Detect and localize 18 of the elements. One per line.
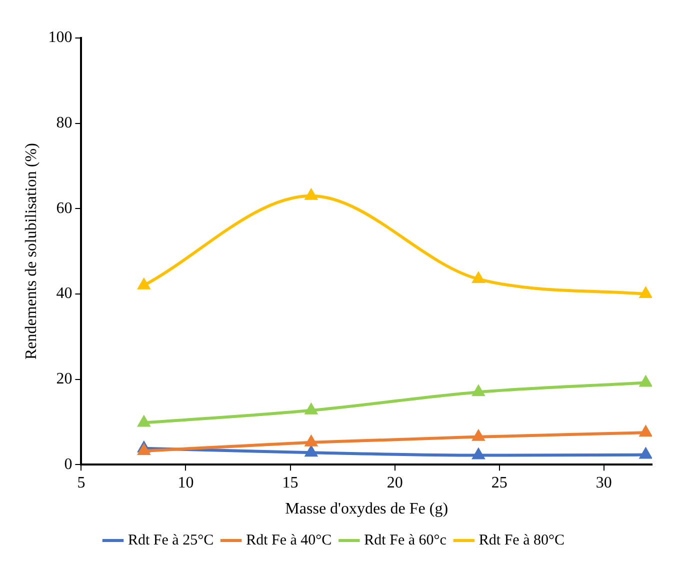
x-tick-label: 20 xyxy=(386,474,403,492)
legend-label: Rdt Fe à 60°c xyxy=(364,532,447,548)
y-tick-label: 100 xyxy=(48,29,72,46)
y-axis-title: Rendements de solubilisation (%) xyxy=(22,143,40,360)
y-tick-label: 20 xyxy=(56,370,72,388)
x-tick-label: 5 xyxy=(77,474,86,492)
y-tick-label: 40 xyxy=(56,285,72,302)
x-tick-label: 10 xyxy=(178,474,194,492)
y-tick-label: 80 xyxy=(56,114,72,132)
legend-label: Rdt Fe à 40°C xyxy=(246,532,332,548)
legend-label: Rdt Fe à 25°C xyxy=(128,532,214,548)
x-axis-title: Masse d'oxydes de Fe (g) xyxy=(285,500,448,518)
legend-label: Rdt Fe à 80°C xyxy=(478,532,565,548)
y-tick-label: 0 xyxy=(64,456,72,473)
x-tick-label: 30 xyxy=(596,474,612,492)
y-tick-label: 60 xyxy=(56,200,72,217)
x-tick-label: 25 xyxy=(491,474,508,492)
x-tick-label: 15 xyxy=(282,474,298,492)
